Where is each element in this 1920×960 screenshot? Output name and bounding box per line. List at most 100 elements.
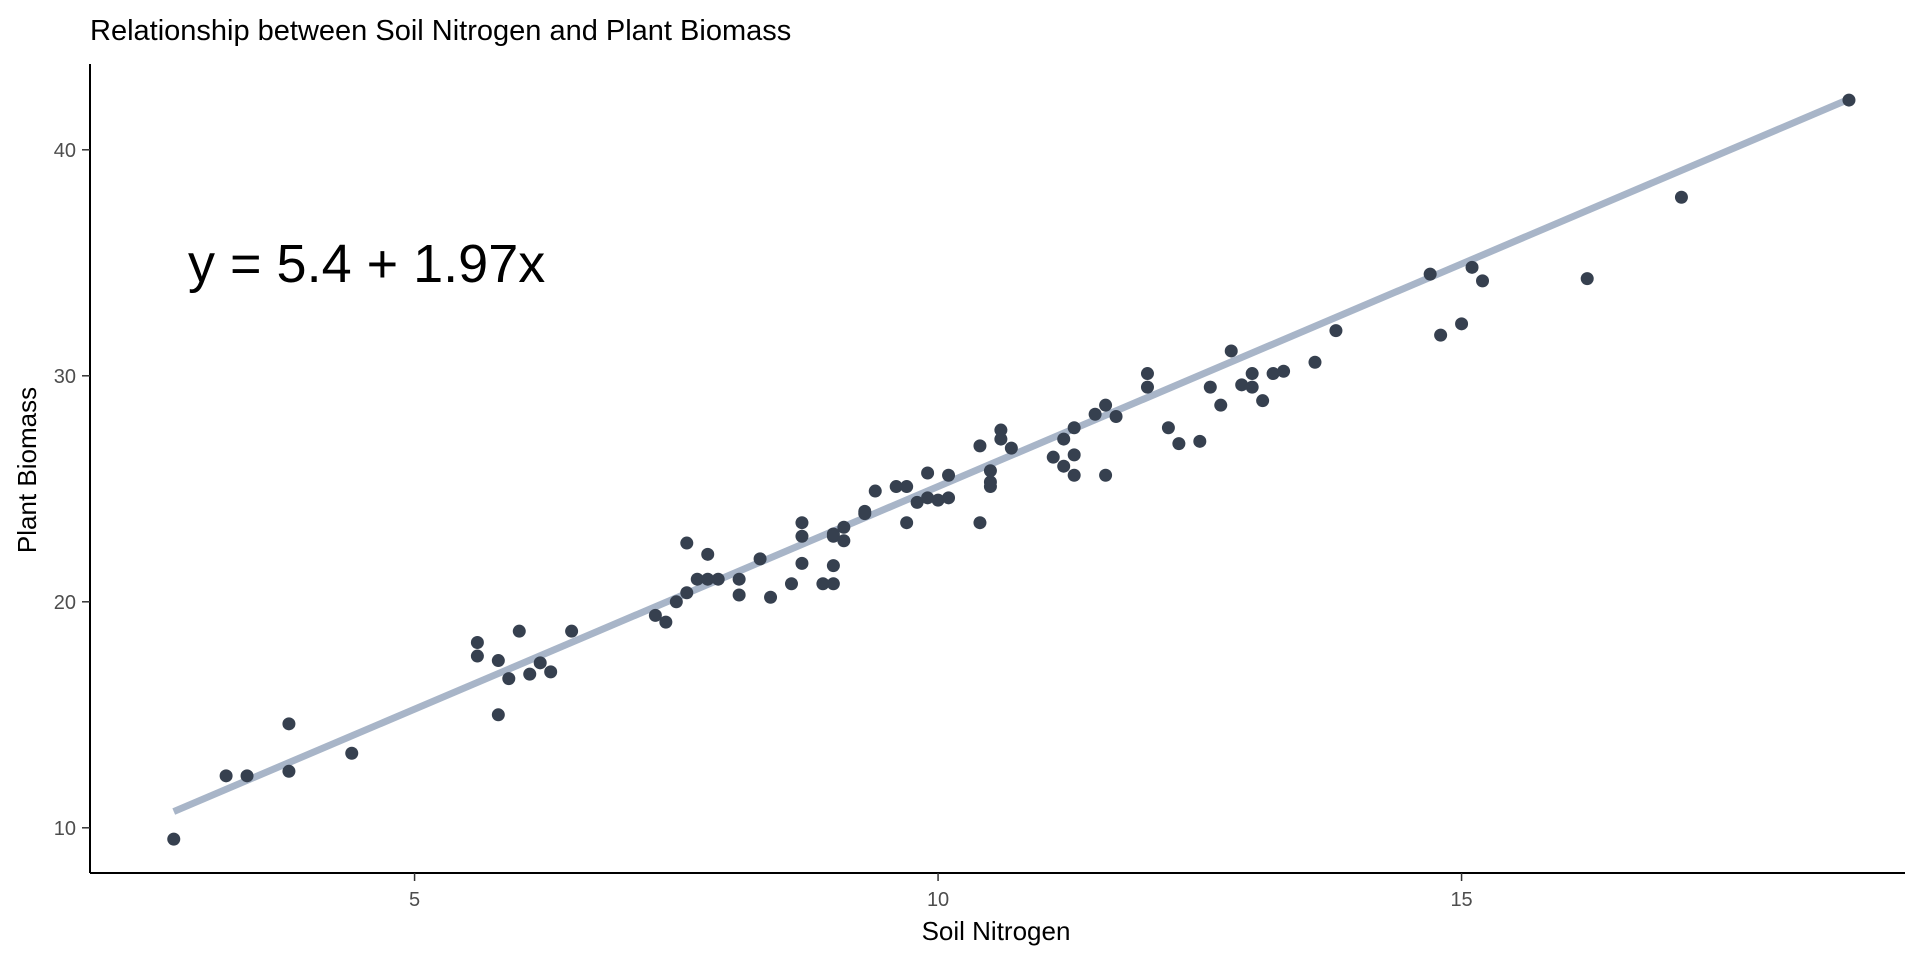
data-point <box>889 480 903 494</box>
data-point <box>680 586 694 600</box>
data-point <box>921 466 935 480</box>
data-point <box>1067 448 1081 462</box>
x-tick-label: 5 <box>409 889 420 911</box>
x-tick-label: 15 <box>1450 889 1472 911</box>
data-point <box>648 608 662 622</box>
data-point <box>1476 274 1490 288</box>
data-point <box>826 559 840 573</box>
data-point <box>491 654 505 668</box>
data-point <box>1214 398 1228 412</box>
data-point <box>753 552 767 566</box>
data-point <box>240 769 254 783</box>
regression-equation: y = 5.4 + 1.97x <box>188 234 545 294</box>
data-point <box>701 572 715 586</box>
data-point <box>167 832 181 846</box>
data-point <box>1067 468 1081 482</box>
data-point <box>491 708 505 722</box>
x-tick-label: 10 <box>927 889 949 911</box>
data-point <box>1099 468 1113 482</box>
data-point <box>1203 380 1217 394</box>
data-point <box>1109 409 1123 423</box>
data-point <box>345 746 359 760</box>
data-point <box>1193 434 1207 448</box>
data-point <box>994 423 1008 437</box>
data-point <box>1266 367 1280 381</box>
data-point <box>983 464 997 478</box>
data-point <box>1455 317 1469 331</box>
data-point <box>1465 260 1479 274</box>
data-point <box>1674 190 1688 204</box>
y-tick-label: 30 <box>54 366 76 388</box>
data-point <box>732 572 746 586</box>
data-point <box>1140 367 1154 381</box>
x-axis-title: Soil Nitrogen <box>922 916 1071 946</box>
data-point <box>816 577 830 591</box>
data-point <box>858 507 872 521</box>
data-point <box>732 588 746 602</box>
data-point <box>1057 432 1071 446</box>
data-point <box>921 491 935 505</box>
data-point <box>837 534 851 548</box>
data-point <box>711 572 725 586</box>
data-point <box>1067 421 1081 435</box>
data-point <box>1088 407 1102 421</box>
data-point <box>900 516 914 530</box>
data-point <box>910 495 924 509</box>
data-point <box>826 577 840 591</box>
data-point <box>942 468 956 482</box>
data-point <box>826 529 840 543</box>
data-point <box>282 764 296 778</box>
data-point <box>1004 441 1018 455</box>
data-point <box>942 491 956 505</box>
data-point <box>701 547 715 561</box>
data-point <box>1140 380 1154 394</box>
data-point <box>868 484 882 498</box>
y-tick-label: 40 <box>54 140 76 162</box>
data-point <box>1434 328 1448 342</box>
data-point <box>1161 421 1175 435</box>
data-point <box>900 480 914 494</box>
data-point <box>533 656 547 670</box>
data-point <box>983 475 997 489</box>
data-point <box>669 595 683 609</box>
data-point <box>1842 93 1856 107</box>
data-point <box>680 536 694 550</box>
data-point <box>282 717 296 731</box>
data-point <box>973 516 987 530</box>
plot-area: 5 10 15 10 20 30 40 <box>54 64 1905 911</box>
data-point <box>1235 378 1249 392</box>
data-point <box>795 529 809 543</box>
data-point <box>1580 272 1594 286</box>
chart-title: Relationship between Soil Nitrogen and P… <box>90 15 791 47</box>
y-tick-label: 10 <box>54 818 76 840</box>
y-tick-label: 20 <box>54 592 76 614</box>
data-point <box>1172 437 1186 451</box>
data-point <box>512 624 526 638</box>
data-point <box>1245 367 1259 381</box>
data-point <box>795 556 809 570</box>
data-point <box>931 493 945 507</box>
data-point <box>1256 394 1270 408</box>
data-point <box>994 432 1008 446</box>
data-point <box>973 439 987 453</box>
data-point <box>1308 355 1322 369</box>
data-point <box>784 577 798 591</box>
data-point <box>502 672 516 686</box>
data-point <box>470 635 484 649</box>
data-point <box>523 667 537 681</box>
y-axis-title: Plant Biomass <box>12 387 42 553</box>
data-point <box>1224 344 1238 358</box>
data-point <box>1057 459 1071 473</box>
data-point <box>1423 267 1437 281</box>
regression-line <box>172 95 1851 815</box>
data-point <box>1046 450 1060 464</box>
data-point <box>1277 364 1291 378</box>
data-point <box>565 624 579 638</box>
data-point <box>1329 324 1343 338</box>
data-point <box>470 649 484 663</box>
data-point <box>764 590 778 604</box>
data-point <box>1245 380 1259 394</box>
data-point <box>544 665 558 679</box>
data-point <box>219 769 233 783</box>
